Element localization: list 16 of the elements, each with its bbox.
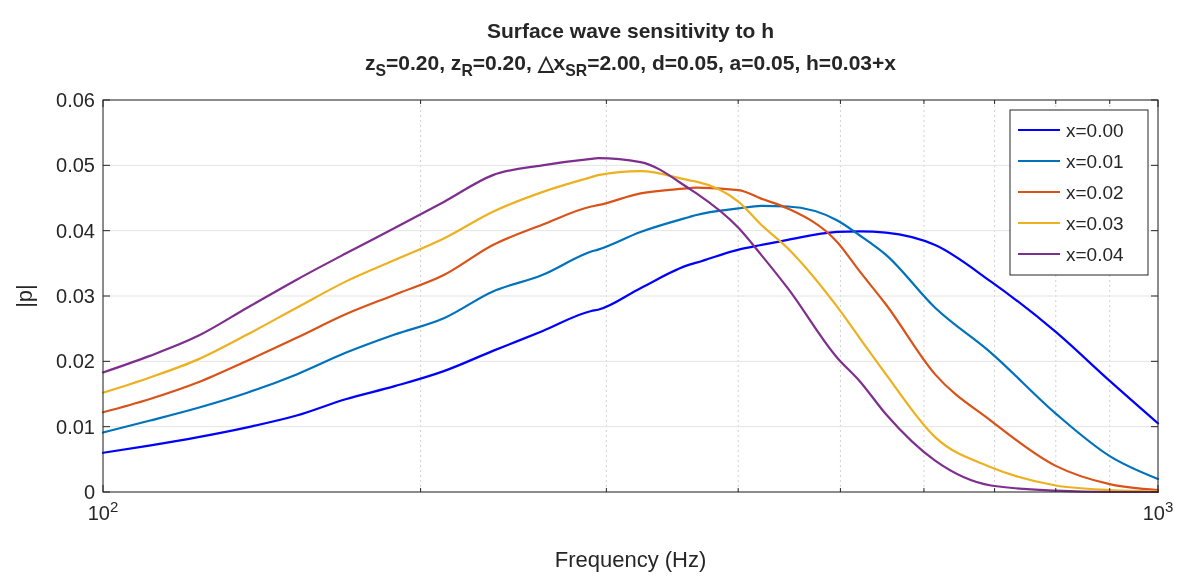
y-tick-label: 0.02 bbox=[56, 350, 95, 373]
x-axis-title: Frequency (Hz) bbox=[554, 547, 707, 572]
legend-label: x=0.00 bbox=[1066, 120, 1124, 141]
legend-label: x=0.04 bbox=[1066, 244, 1125, 265]
y-tick-label: 0.06 bbox=[56, 89, 95, 111]
y-tick-label: 0.03 bbox=[56, 285, 95, 307]
x-tick-label: 10$^{3}$ bbox=[1142, 498, 1174, 524]
chart-title: Surface wave sensitivity to h bbox=[486, 19, 775, 42]
legend-label: x=0.01 bbox=[1066, 151, 1124, 172]
y-tick-label: 0.01 bbox=[56, 415, 95, 438]
chart-subtitle: z$_{S}$=0.20, z$_{R}$=0.20, △x$_{SR}$=2.00, d=0.05, a=0.05, h=0.03+x bbox=[365, 51, 897, 80]
y-tick-label: 0.05 bbox=[56, 154, 95, 177]
y-tick-label: 0.04 bbox=[56, 219, 95, 242]
y-axis-title: |p| bbox=[12, 284, 37, 308]
legend-label: x=0.02 bbox=[1066, 182, 1124, 203]
legend-label: x=0.03 bbox=[1066, 213, 1124, 234]
